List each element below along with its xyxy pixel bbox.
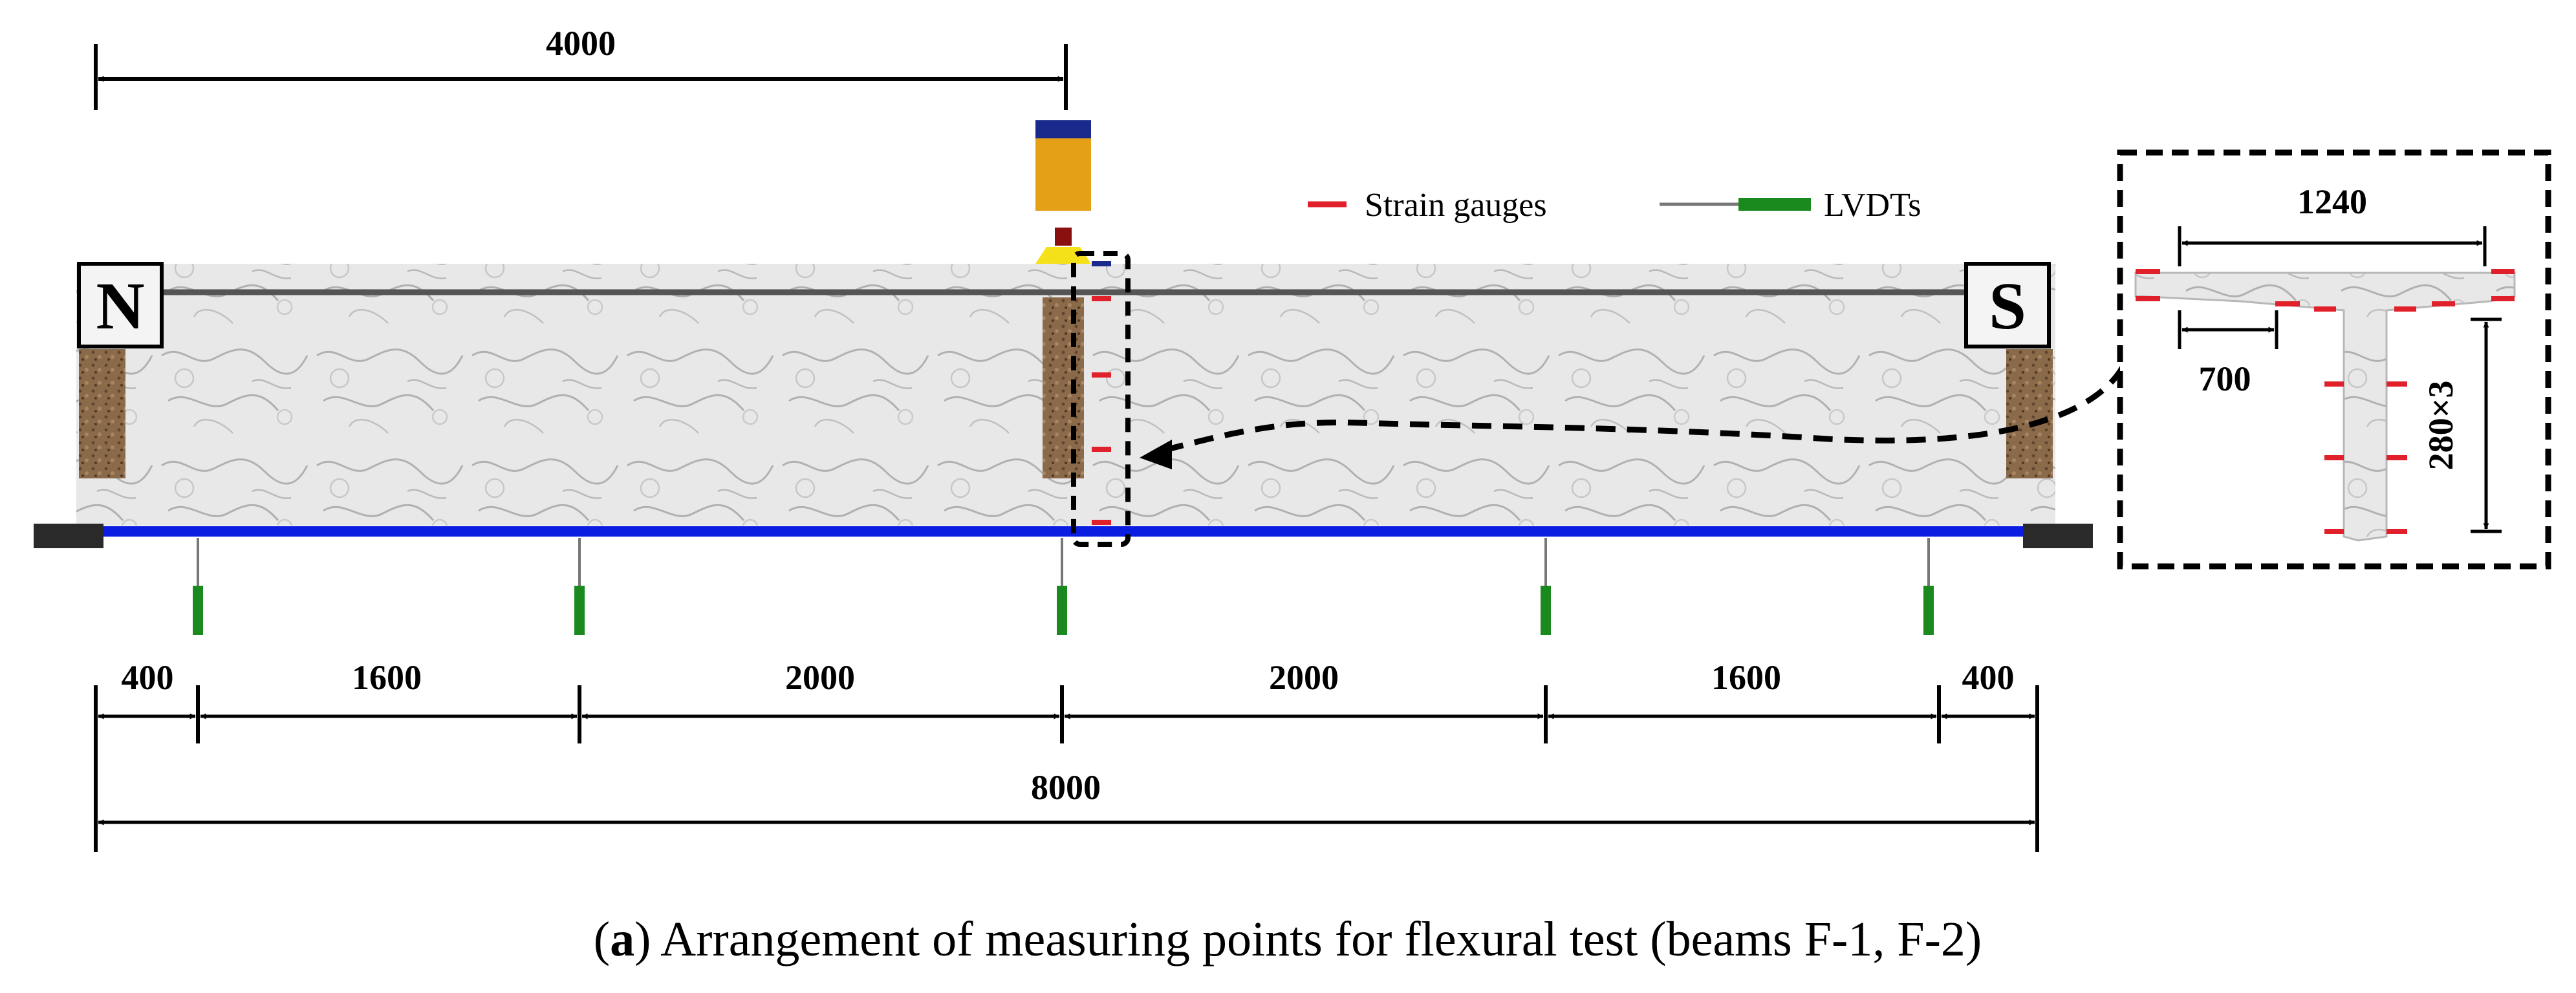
top-dimension: 4000: [94, 24, 1068, 110]
legend-lvdt-swatch: [1738, 198, 1811, 211]
support-pad-north: [79, 349, 125, 478]
flange-width-label: 1240: [2297, 182, 2367, 221]
load-plate: [1035, 247, 1091, 264]
lvdt: [1057, 538, 1067, 635]
load-cap: [1035, 120, 1091, 138]
dim-label: 1600: [1711, 658, 1781, 697]
legend-lvdt-label: LVDTs: [1824, 187, 1921, 224]
mid-strain-gauges: [1092, 261, 1111, 525]
caption-letter: a: [610, 912, 634, 966]
section-frame: [2117, 149, 2551, 570]
legend: Strain gauges LVDTs: [1308, 187, 1921, 224]
right-support: [2023, 524, 2093, 548]
caption-prefix: (: [594, 912, 610, 966]
load-cylinder: [1035, 138, 1091, 211]
dim-label: 400: [122, 658, 174, 697]
dim-label: 2000: [1269, 658, 1339, 697]
callout-arrowhead: [1140, 440, 1172, 469]
cross-section: 1240 700 280×3: [2117, 149, 2551, 570]
web-spacing-label: 280×3: [2421, 381, 2460, 471]
dim-label: 400: [1962, 658, 2015, 697]
section-strain-gauges: [2136, 269, 2515, 534]
lvdt: [574, 538, 585, 635]
dim-label: 2000: [785, 658, 855, 697]
dim-label: 1600: [352, 658, 422, 697]
legend-strain-label: Strain gauges: [1365, 187, 1547, 224]
load-pin: [1055, 228, 1072, 246]
left-support: [34, 524, 103, 548]
lvdt-group: [193, 538, 1934, 635]
caption-text: ) Arrangement of measuring points for fl…: [634, 912, 1982, 966]
lvdt: [1923, 538, 1934, 635]
flange-offset-label: 700: [2199, 359, 2251, 398]
figure-caption: (a) Arrangement of measuring points for …: [594, 912, 1982, 966]
load-actuator: [1035, 120, 1091, 264]
north-end-label: N: [77, 262, 164, 348]
total-span-label: 8000: [1031, 768, 1101, 807]
south-end-label: S: [1964, 262, 2051, 348]
north-label: N: [96, 269, 144, 343]
support-pad-south: [2006, 349, 2053, 478]
bottom-dimensions: 400 1600 2000 2000 1600 400 8000: [94, 658, 2039, 852]
top-dimension-label: 4000: [546, 24, 616, 63]
lvdt: [1541, 538, 1551, 635]
callout-arrow: [1154, 365, 2125, 456]
gauge-callout-box: [1071, 251, 1131, 547]
t-beam-section: [2134, 272, 2516, 542]
south-label: S: [1989, 269, 2026, 343]
lvdt: [193, 538, 203, 635]
support-pad-mid: [1043, 297, 1084, 478]
